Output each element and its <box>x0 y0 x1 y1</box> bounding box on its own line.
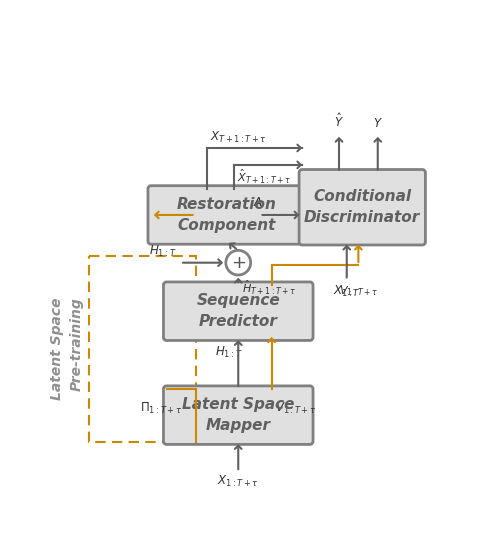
Text: $X_{1:T}$: $X_{1:T}$ <box>333 284 360 299</box>
Text: $V_{1:T+\tau}$: $V_{1:T+\tau}$ <box>339 284 378 298</box>
Text: $\hat{H}_{T+1:T+\tau}$: $\hat{H}_{T+1:T+\tau}$ <box>242 279 297 297</box>
Text: $\Pi_{1:T+\tau}$: $\Pi_{1:T+\tau}$ <box>140 401 182 416</box>
Text: $\hat{Y}$: $\hat{Y}$ <box>334 112 344 130</box>
FancyBboxPatch shape <box>164 386 313 444</box>
Circle shape <box>226 251 251 275</box>
FancyBboxPatch shape <box>148 186 305 244</box>
Text: $\hat{X}_{T+1:T+\tau}$: $\hat{X}_{T+1:T+\tau}$ <box>238 168 292 186</box>
Text: $Y$: $Y$ <box>373 117 383 130</box>
Text: $H_{1:T}$: $H_{1:T}$ <box>215 345 243 360</box>
Text: Latent Space
Pre-training: Latent Space Pre-training <box>50 298 83 400</box>
Text: $H_{1:T}$: $H_{1:T}$ <box>149 244 177 259</box>
Text: $X_{T+1:T+\tau}$: $X_{T+1:T+\tau}$ <box>210 130 267 145</box>
Text: $A$: $A$ <box>253 196 263 209</box>
Bar <box>89 256 196 442</box>
Text: $X_{1:T+\tau}$: $X_{1:T+\tau}$ <box>217 474 259 489</box>
Text: Latent Space
Mapper: Latent Space Mapper <box>182 397 295 433</box>
FancyBboxPatch shape <box>299 170 425 245</box>
Text: Sequence
Predictor: Sequence Predictor <box>196 293 280 329</box>
Text: Restoration
Component: Restoration Component <box>177 197 276 233</box>
Text: $V_{1:T+\tau}$: $V_{1:T+\tau}$ <box>275 401 316 416</box>
FancyBboxPatch shape <box>164 282 313 340</box>
Text: Conditional
Discriminator: Conditional Discriminator <box>304 189 420 225</box>
Text: $+$: $+$ <box>231 254 246 272</box>
